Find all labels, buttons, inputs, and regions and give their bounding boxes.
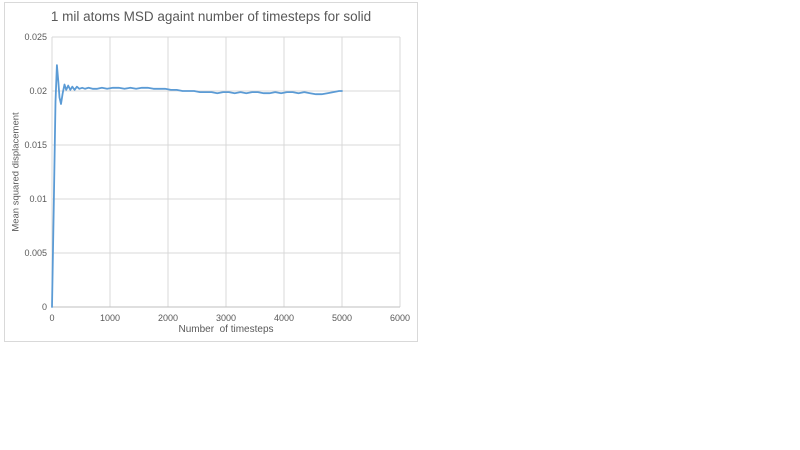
x-tick-label: 1000 <box>99 313 121 323</box>
msd-series-line <box>51 64 343 308</box>
y-tick-label: 0.015 <box>24 140 47 150</box>
y-tick-label: 0.02 <box>29 86 47 96</box>
x-tick-label: 6000 <box>389 313 411 323</box>
x-tick-label: 0 <box>49 313 55 323</box>
chart-title: 1 mil atoms MSD againt number of timeste… <box>50 9 372 24</box>
x-tick-label: 4000 <box>273 313 295 323</box>
y-tick-label: 0.01 <box>29 194 47 204</box>
x-tick-label: 5000 <box>331 313 353 323</box>
x-axis-title: Number of timesteps <box>178 324 274 335</box>
chart-frame: 1 mil atoms MSD againt number of timeste… <box>4 2 418 342</box>
y-tick-label: 0.005 <box>24 248 47 258</box>
plot-area <box>51 36 401 308</box>
y-tick-label: 0 <box>41 302 47 312</box>
x-tick-label: 3000 <box>215 313 237 323</box>
x-tick-label: 2000 <box>157 313 179 323</box>
y-axis-title: Mean squared displacement <box>10 112 22 232</box>
y-tick-label: 0.025 <box>24 32 47 42</box>
